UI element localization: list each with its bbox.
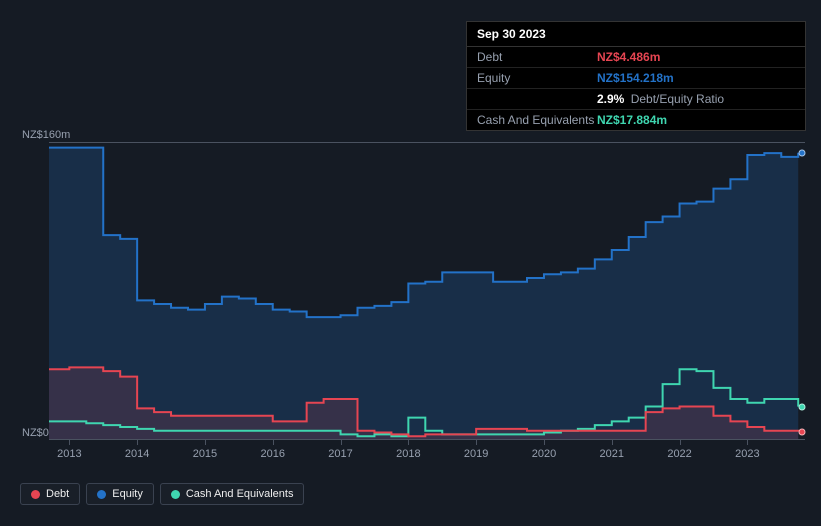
tooltip-row-value: 2.9% Debt/Equity Ratio xyxy=(597,92,724,106)
x-tick-label: 2018 xyxy=(396,448,420,460)
tooltip-row-value: NZ$17.884m xyxy=(597,113,667,127)
tooltip-row: Cash And EquivalentsNZ$17.884m xyxy=(467,110,805,130)
x-tick-label: 2017 xyxy=(328,448,352,460)
x-tick xyxy=(476,440,477,445)
x-tick-label: 2023 xyxy=(735,448,759,460)
legend-swatch xyxy=(97,490,106,499)
legend-swatch xyxy=(31,490,40,499)
legend-item-equity[interactable]: Equity xyxy=(86,483,154,505)
legend-item-cash-and-equivalents[interactable]: Cash And Equivalents xyxy=(160,483,305,505)
x-tick xyxy=(273,440,274,445)
tooltip-row: EquityNZ$154.218m xyxy=(467,68,805,89)
x-tick xyxy=(612,440,613,445)
x-tick xyxy=(408,440,409,445)
tooltip-row-value: NZ$154.218m xyxy=(597,71,674,85)
legend-item-debt[interactable]: Debt xyxy=(20,483,80,505)
chart-legend: Debt Equity Cash And Equivalents xyxy=(20,483,304,505)
y-tick-label: NZ$0 xyxy=(22,427,49,439)
tooltip-row: DebtNZ$4.486m xyxy=(467,47,805,68)
plot-bottom-border xyxy=(49,439,805,440)
x-tick xyxy=(69,440,70,445)
x-tick-label: 2014 xyxy=(125,448,149,460)
legend-label: Cash And Equivalents xyxy=(186,488,294,500)
legend-label: Equity xyxy=(112,488,143,500)
tooltip-row-label: Debt xyxy=(477,50,597,64)
tooltip-row-label: Equity xyxy=(477,71,597,85)
tooltip-date: Sep 30 2023 xyxy=(467,22,805,47)
chart-svg xyxy=(49,142,805,440)
x-tick xyxy=(341,440,342,445)
x-tick-label: 2020 xyxy=(532,448,556,460)
x-tick xyxy=(680,440,681,445)
chart-plot xyxy=(49,142,805,440)
tooltip-row-label xyxy=(477,92,597,106)
legend-swatch xyxy=(171,490,180,499)
equity-area xyxy=(49,148,798,440)
x-tick-label: 2019 xyxy=(464,448,488,460)
y-tick-label: NZ$160m xyxy=(22,129,70,141)
x-tick xyxy=(205,440,206,445)
x-tick xyxy=(747,440,748,445)
x-tick xyxy=(544,440,545,445)
cash-end-marker xyxy=(798,403,805,410)
equity-end-marker xyxy=(798,149,805,156)
x-tick-label: 2016 xyxy=(260,448,284,460)
chart-tooltip: Sep 30 2023 DebtNZ$4.486mEquityNZ$154.21… xyxy=(466,21,806,131)
plot-top-border xyxy=(49,142,805,143)
tooltip-row-label: Cash And Equivalents xyxy=(477,113,597,127)
x-tick-label: 2015 xyxy=(193,448,217,460)
x-tick-label: 2021 xyxy=(600,448,624,460)
tooltip-row: 2.9% Debt/Equity Ratio xyxy=(467,89,805,110)
legend-label: Debt xyxy=(46,488,69,500)
x-tick-label: 2022 xyxy=(667,448,691,460)
debt-end-marker xyxy=(798,428,805,435)
tooltip-row-suffix: Debt/Equity Ratio xyxy=(627,92,724,106)
x-tick-label: 2013 xyxy=(57,448,81,460)
x-tick xyxy=(137,440,138,445)
tooltip-row-value: NZ$4.486m xyxy=(597,50,660,64)
